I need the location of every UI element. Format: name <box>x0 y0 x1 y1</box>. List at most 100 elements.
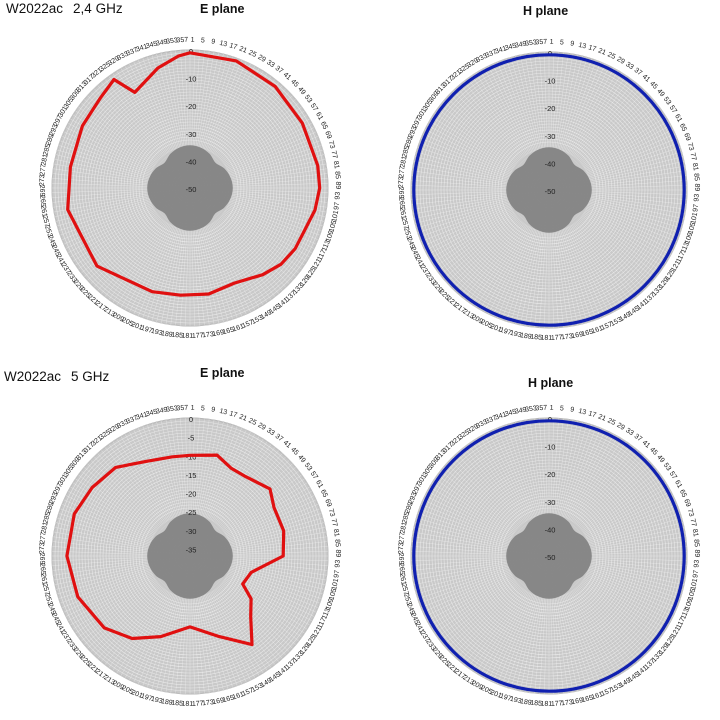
angle-tick-label: 37 <box>274 433 285 443</box>
angle-tick-label: 105 <box>328 220 338 233</box>
angle-tick-label: 273 <box>398 176 406 188</box>
angle-tick-label: 73 <box>686 142 695 152</box>
angle-tick-label: 29 <box>257 54 267 64</box>
angle-tick-label: 177 <box>551 334 563 342</box>
angle-tick-label: 21 <box>238 413 248 422</box>
angle-tick-label: 261 <box>398 573 407 586</box>
angle-tick-label: 173 <box>561 699 574 707</box>
angle-tick-label: 69 <box>682 498 691 508</box>
angle-tick-label: 349 <box>514 406 527 415</box>
angle-tick-label: 205 <box>121 317 135 328</box>
angle-tick-label: 77 <box>689 518 698 527</box>
angle-tick-label: 345 <box>145 40 158 50</box>
angle-tick-label: 13 <box>578 42 587 51</box>
angle-tick-label: 13 <box>219 408 228 417</box>
angle-tick-label: 89 <box>693 549 700 557</box>
angle-tick-label: 165 <box>581 694 594 704</box>
angle-tick-label: 81 <box>691 162 699 171</box>
angle-tick-label: 281 <box>399 521 408 534</box>
radial-gridlines <box>410 51 688 329</box>
angle-tick-label: 281 <box>40 153 49 166</box>
angular-gridlines <box>411 52 687 328</box>
angle-tick-label: 153 <box>251 314 265 326</box>
angle-tick-label: 281 <box>399 155 408 168</box>
angle-tick-label: 333 <box>475 53 489 65</box>
angle-tick-label: 345 <box>145 408 158 418</box>
angle-tick-label: 337 <box>126 47 140 58</box>
angle-tick-label: 5 <box>560 405 565 412</box>
angle-tick-label: 1 <box>191 405 195 412</box>
angle-tick-label: 297 <box>412 482 424 496</box>
angle-tick-label: 53 <box>662 462 672 473</box>
angle-tick-label: 65 <box>319 121 329 131</box>
angle-tick-label: 185 <box>171 332 183 340</box>
angle-tick-label: 97 <box>692 204 700 213</box>
angle-tick-label: 113 <box>321 239 332 252</box>
angle-tick-label: 65 <box>678 489 688 499</box>
angle-tick-label: 357 <box>176 405 188 413</box>
angle-tick-label: 357 <box>535 39 547 47</box>
angle-tick-label: 193 <box>150 328 163 337</box>
angle-tick-label: 53 <box>303 462 313 473</box>
angle-tick-label: 157 <box>241 687 255 698</box>
radial-tick-label: -40 <box>545 159 556 168</box>
angle-tick-label: 101 <box>690 578 699 591</box>
angle-tick-label: 181 <box>181 333 193 340</box>
angle-tick-label: 265 <box>397 197 405 209</box>
angle-tick-label: 289 <box>45 133 55 146</box>
angle-tick-label: 285 <box>401 145 411 158</box>
angle-tick-label: 105 <box>687 222 697 235</box>
angle-tick-label: 29 <box>616 56 626 66</box>
section-model: W2022ac <box>4 369 62 384</box>
angle-tick-label: 5 <box>201 405 206 412</box>
chart-title-e-plane-5ghz: E plane <box>200 366 245 380</box>
angle-tick-label: 353 <box>525 39 538 47</box>
radial-tick-label: -30 <box>545 498 556 507</box>
angle-tick-label: 29 <box>257 422 267 432</box>
section-frequency: 2,4 GHz <box>73 1 123 16</box>
angle-tick-label: 189 <box>519 332 532 341</box>
radial-tick-label: -30 <box>186 130 197 139</box>
angle-tick-label: 33 <box>265 59 275 69</box>
series-line <box>66 51 322 297</box>
angle-tick-label: 205 <box>480 319 494 330</box>
angle-tick-label: 293 <box>408 125 419 139</box>
angle-tick-label: 41 <box>282 71 293 81</box>
angle-tick-label: 201 <box>130 689 144 700</box>
angle-tick-label: 185 <box>530 700 542 708</box>
angle-tick-label: 77 <box>330 518 339 527</box>
angle-tick-label: 357 <box>535 405 547 413</box>
angle-tick-label: 5 <box>201 37 206 44</box>
angle-tick-label: 57 <box>309 102 319 112</box>
angle-tick-label: 277 <box>39 164 47 177</box>
angle-tick-label: 345 <box>504 42 517 52</box>
angle-tick-label: 293 <box>49 491 60 505</box>
angle-tick-label: 117 <box>676 251 687 264</box>
angle-tick-label: 261 <box>398 207 407 220</box>
chart-title-h-plane-2-4ghz: H plane <box>523 4 569 18</box>
angle-tick-label: 113 <box>680 607 691 620</box>
radial-tick-label: -30 <box>186 527 197 536</box>
angle-tick-label: 253 <box>402 593 412 606</box>
plot-core <box>147 513 233 599</box>
angle-tick-label: 69 <box>323 498 332 508</box>
angle-tick-label: 157 <box>241 319 255 330</box>
angle-tick-label: 41 <box>282 439 293 449</box>
angle-tick-label: 169 <box>212 697 225 706</box>
angle-tick-label: 293 <box>408 491 419 505</box>
angle-tick-label: 285 <box>42 143 52 156</box>
radial-tick-label: -10 <box>545 77 556 86</box>
angle-tick-label: 49 <box>296 86 306 97</box>
angle-tick-label: 161 <box>591 691 604 701</box>
angle-tick-label: 109 <box>684 598 694 611</box>
angle-tick-label: 345 <box>504 408 517 418</box>
angle-tick-label: 69 <box>682 132 691 142</box>
angle-tick-label: 101 <box>331 210 340 223</box>
angle-tick-label: 353 <box>166 405 179 413</box>
angle-tick-label: 81 <box>332 528 340 537</box>
angle-tick-label: 257 <box>41 215 50 228</box>
angle-tick-label: 13 <box>578 408 587 417</box>
plot-core <box>506 147 592 233</box>
angle-tick-label: 249 <box>405 236 416 250</box>
angle-tick-label: 273 <box>39 542 47 554</box>
